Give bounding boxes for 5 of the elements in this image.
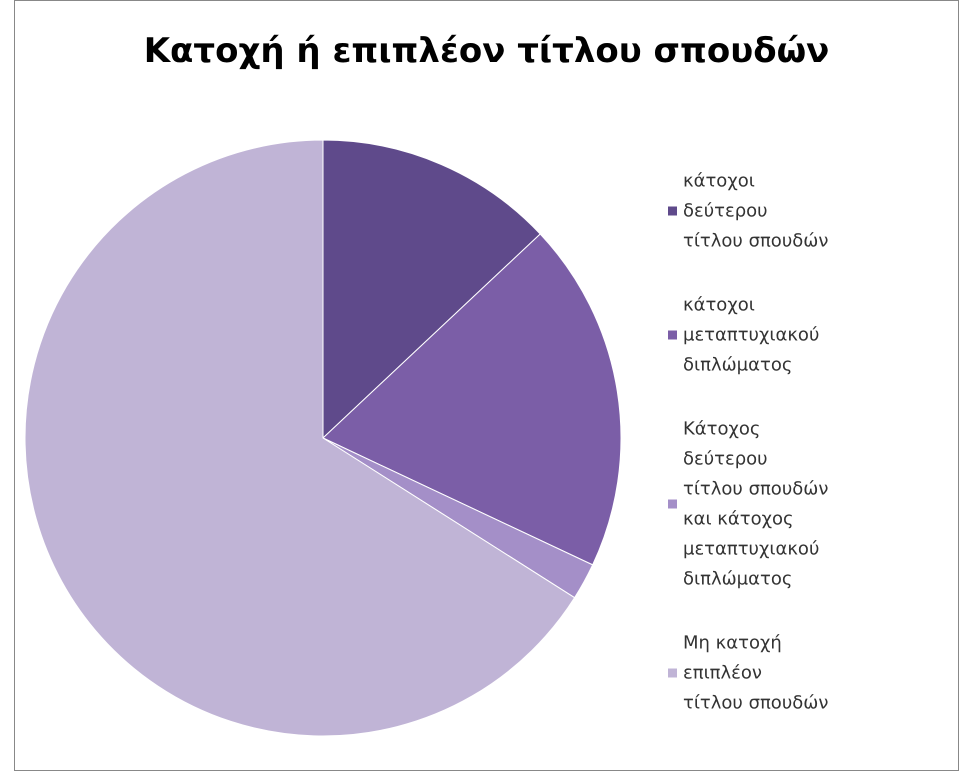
chart-title: Κατοχή ή επιπλέον τίτλου σπουδών [144,31,830,71]
legend-label: Μη κατοχή επιπλέον τίτλου σπουδών [683,632,828,714]
legend-label: κάτοχοι δεύτερου τίτλου σπουδών [683,170,828,252]
legend-label: Κάτοχος δεύτερου τίτλου σπουδών και κάτοχος μεταπτυχιακού διπλώματος [683,418,834,590]
legend-label: κάτοχοι μεταπτυχιακού διπλώματος [683,294,826,376]
